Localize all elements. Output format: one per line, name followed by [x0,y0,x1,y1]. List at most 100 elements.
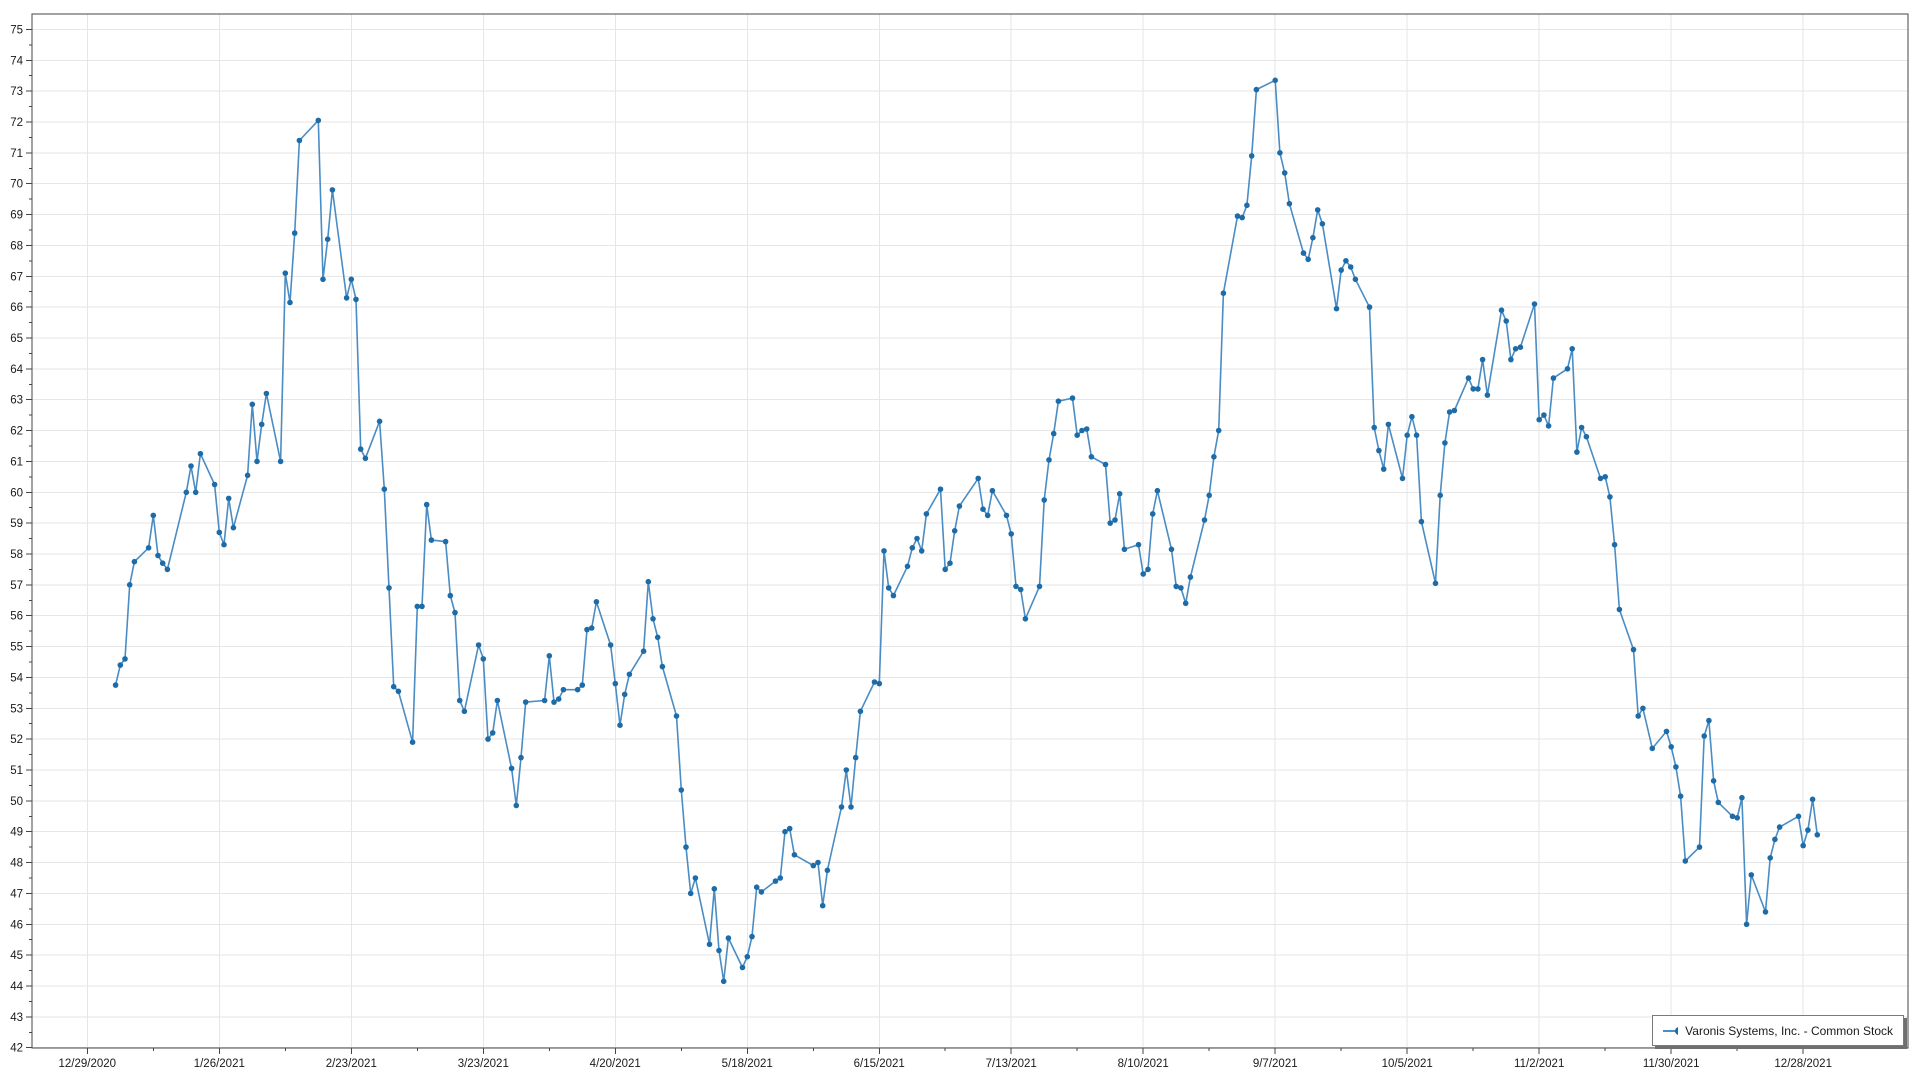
data-point-marker [1673,764,1679,770]
data-point-marker [645,578,652,585]
data-point-marker [1475,386,1481,392]
data-point-marker [777,875,784,881]
data-point-marker [1253,86,1260,93]
data-point-marker [1814,832,1821,838]
data-point-marker [1512,346,1519,352]
data-point-marker [617,722,623,728]
data-point-marker [1003,512,1010,519]
data-point-marker [848,804,854,810]
data-point-marker [1451,407,1458,414]
data-point-marker [1168,546,1175,553]
data-point-marker [419,603,425,610]
data-point-marker [1376,447,1382,454]
data-point-marker [1635,713,1641,719]
x-axis-tick-label: 3/23/2021 [458,1058,509,1070]
data-point-marker [791,852,798,858]
data-point-marker [1508,356,1514,363]
data-point-marker [786,825,793,832]
data-point-marker [758,889,765,895]
data-point-marker [584,626,590,633]
y-axis-tick-label: 64 [10,364,23,376]
data-point-marker [1640,705,1646,712]
data-point-marker [1107,520,1113,526]
data-point-marker [1649,745,1656,752]
data-point-marker [423,501,430,508]
data-point-marker [216,529,223,536]
y-axis-tick-label: 66 [10,302,23,314]
chart-legend: Varonis Systems, Inc. - Common Stock [1652,1015,1904,1046]
y-axis-tick-label: 58 [10,549,23,561]
x-axis-tick-label: 12/29/2020 [59,1058,117,1070]
data-point-marker [456,697,463,704]
data-point-marker [508,765,515,772]
data-point-marker [1710,778,1717,784]
y-axis-tick-label: 53 [10,703,23,715]
data-point-marker [551,699,557,705]
x-axis-tick-label: 6/15/2021 [854,1058,905,1070]
data-point-marker [1578,424,1585,431]
data-point-marker [1055,398,1062,405]
data-point-marker [1008,531,1014,537]
data-point-marker [626,671,633,678]
y-axis-tick-label: 60 [10,487,23,499]
data-point-marker [1602,474,1608,480]
y-axis-tick-label: 42 [10,1043,23,1055]
x-axis-tick-label: 7/13/2021 [986,1058,1037,1070]
data-point-marker [1706,717,1712,724]
data-point-marker [1333,305,1340,312]
data-point-marker [956,503,963,509]
data-point-marker [1574,449,1580,455]
data-point-marker [1017,586,1024,593]
data-point-marker [126,582,133,588]
data-point-marker [395,688,402,695]
data-point-marker [1748,872,1755,878]
data-point-marker [749,933,755,940]
data-point-marker [1343,258,1349,264]
data-point-marker [1682,858,1689,864]
data-point-marker [942,566,948,573]
data-point-marker [1809,796,1816,803]
data-point-marker [428,537,435,543]
data-point-marker [1611,541,1618,548]
data-point-marker [1244,202,1250,209]
data-point-marker [815,859,821,866]
data-point-marker [188,463,194,469]
data-point-marker [555,696,562,702]
data-point-marker [1248,153,1255,159]
data-point-marker [287,299,293,306]
y-axis-tick-label: 68 [10,240,23,252]
data-point-marker [885,585,892,591]
data-point-marker [1178,585,1184,591]
data-point-marker [192,489,199,496]
data-point-marker [362,455,369,462]
data-point-marker [980,506,986,512]
data-point-marker [1300,250,1307,256]
data-point-marker [909,545,916,551]
y-axis-tick-label: 65 [10,333,23,345]
data-point-marker [904,563,911,570]
legend-series-marker-icon [1663,1026,1679,1035]
gridlines [32,14,1908,1049]
data-point-marker [1088,454,1095,460]
x-axis-tick-label: 12/28/2021 [1774,1058,1832,1070]
data-point-marker [376,418,383,425]
data-point-marker [1607,494,1613,500]
y-axis-tick-label: 75 [10,24,23,36]
y-axis-tick-label: 52 [10,734,23,746]
data-point-marker [975,475,981,482]
y-axis-tick-label: 57 [10,580,23,592]
x-axis: 12/29/2020 1/26/2021 2/23/2021 3/23/2021 4/2… [59,1048,1832,1070]
data-point-marker [390,683,397,690]
y-axis-tick-label: 74 [10,55,23,67]
data-point-marker [197,450,204,457]
y-axis-tick-label: 46 [10,919,23,931]
data-point-marker [1314,207,1321,213]
data-point-marker [277,458,284,465]
data-point-marker [1286,200,1293,207]
data-point-marker [650,616,656,622]
data-point-marker [1432,580,1439,587]
data-point-marker [244,472,251,479]
data-point-marker [145,545,152,551]
data-point-marker [621,691,628,698]
